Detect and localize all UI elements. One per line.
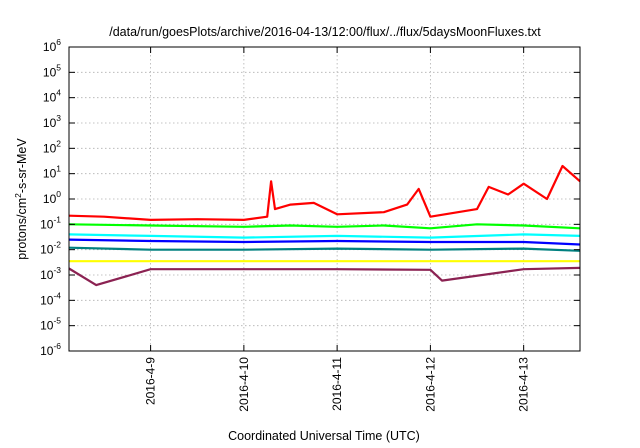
x-tick-label: 2016-4-12 — [423, 357, 437, 412]
y-tick-base: 10 — [43, 65, 57, 79]
y-tick-base: 10 — [40, 319, 54, 333]
x-tick-label: 2016-4-13 — [517, 357, 531, 412]
y-tick-label: 106 — [43, 37, 61, 54]
y-tick-label: 10-4 — [40, 290, 61, 307]
y-tick-label: 10-1 — [40, 214, 61, 231]
series-line-2 — [68, 223, 581, 230]
y-tick-base: 10 — [40, 217, 54, 231]
y-tick-base: 10 — [43, 141, 57, 155]
y-tick-exponent: 6 — [56, 37, 61, 47]
chart-title: /data/run/goesPlots/archive/2016-04-13/1… — [109, 25, 541, 39]
y-tick-exponent: -5 — [53, 316, 61, 326]
y-tick-base: 10 — [40, 293, 54, 307]
y-tick-base: 10 — [40, 268, 54, 282]
y-tick-exponent: -1 — [53, 214, 61, 224]
y-tick-exponent: 3 — [56, 113, 61, 123]
series-line-7 — [68, 266, 581, 287]
y-axis-label-post: -s-sr-MeV — [15, 138, 29, 194]
y-axis-label-pre: protons/cm — [15, 198, 29, 260]
y-tick-base: 10 — [43, 40, 57, 54]
x-tick-label: 2016-4-11 — [330, 357, 344, 411]
y-tick-exponent: 5 — [56, 62, 61, 72]
y-axis-label-sup: 2 — [13, 193, 23, 198]
y-tick-label: 104 — [43, 88, 61, 105]
x-tick-label: 2016-4-10 — [237, 357, 251, 412]
x-tick-label: 2016-4-9 — [144, 357, 158, 405]
y-tick-exponent: -3 — [53, 265, 61, 275]
y-tick-label: 10-6 — [40, 341, 61, 358]
y-tick-exponent: -6 — [53, 341, 61, 351]
series-line-3 — [68, 233, 581, 239]
y-tick-exponent: 2 — [56, 138, 61, 148]
y-axis: 10-610-510-410-310-210-11001011021031041… — [40, 37, 580, 358]
y-tick-base: 10 — [43, 91, 57, 105]
y-tick-base: 10 — [40, 344, 54, 358]
y-axis-label: protons/cm2-s-sr-MeV — [13, 138, 29, 260]
y-tick-label: 105 — [43, 62, 61, 79]
x-axis: 2016-4-9 2016-4-10 2016-4-11 2016-4-12 2016-… — [144, 47, 531, 412]
y-tick-base: 10 — [43, 167, 57, 181]
y-tick-base: 10 — [40, 243, 54, 257]
series-line-5 — [68, 246, 581, 252]
y-tick-label: 10-3 — [40, 265, 61, 282]
series-group — [68, 164, 581, 287]
y-tick-exponent: -2 — [53, 240, 61, 250]
y-tick-exponent: -4 — [53, 290, 61, 300]
y-tick-label: 100 — [43, 189, 61, 206]
grid — [69, 47, 580, 351]
x-axis-label: Coordinated Universal Time (UTC) — [228, 429, 420, 443]
y-tick-label: 10-2 — [40, 240, 61, 257]
y-tick-label: 102 — [43, 138, 61, 155]
y-tick-exponent: 4 — [56, 88, 61, 98]
y-tick-label: 10-5 — [40, 316, 61, 333]
y-tick-base: 10 — [43, 192, 57, 206]
series-line-1 — [68, 164, 581, 221]
y-tick-exponent: 1 — [56, 164, 61, 174]
y-tick-exponent: 0 — [56, 189, 61, 199]
y-tick-label: 103 — [43, 113, 61, 130]
y-tick-base: 10 — [43, 116, 57, 130]
y-tick-label: 101 — [43, 164, 61, 181]
series-line-4 — [68, 238, 581, 246]
